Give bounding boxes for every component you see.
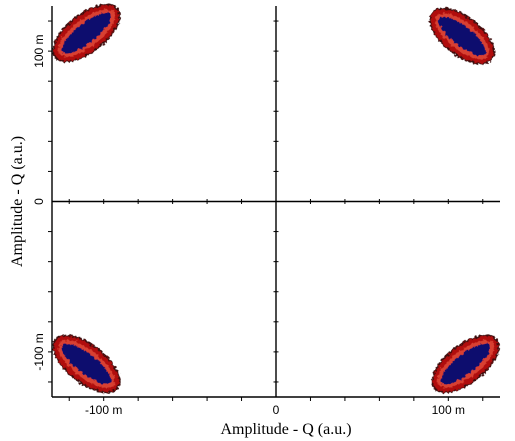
y-tick-label: 0 — [32, 198, 46, 205]
cluster-upper-right — [429, 7, 495, 65]
cluster-core — [440, 343, 491, 385]
y-axis-title: Amplitude - Q (a.u.) — [9, 136, 26, 267]
data-clusters — [52, 3, 500, 394]
tick-marks — [48, 20, 484, 401]
x-axis-title: Amplitude - Q (a.u.) — [220, 421, 351, 438]
y-tick-label: 100 m — [32, 34, 46, 67]
cluster-lower-right — [431, 334, 500, 394]
axes — [51, 6, 500, 398]
cluster-upper-left — [52, 3, 121, 63]
x-tick-label: 0 — [273, 403, 280, 417]
cluster-core — [438, 16, 486, 56]
cluster-core — [61, 12, 112, 54]
cluster-core — [61, 343, 112, 385]
y-tick-label: -100 m — [32, 333, 46, 370]
x-tick-label: 100 m — [432, 403, 465, 417]
cluster-lower-left — [52, 334, 121, 394]
x-tick-label: -100 m — [85, 403, 122, 417]
tick-labels: -100 m 0 100 m 100 m 0 -100 m — [32, 34, 465, 417]
